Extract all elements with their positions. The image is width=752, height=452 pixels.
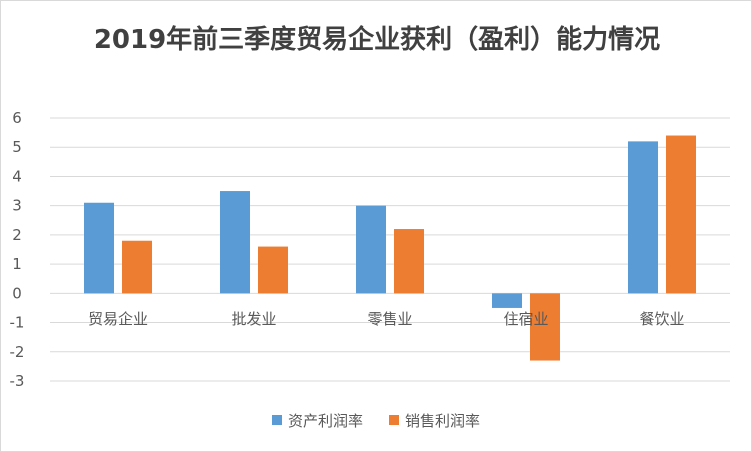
- y-tick-label: 4: [12, 167, 22, 185]
- bar-series-2-2: [258, 246, 288, 294]
- legend-item-series-1: 资产利润率: [271, 410, 363, 431]
- bar-series-1-3: [356, 205, 386, 294]
- bar-series-2-4: [530, 293, 560, 361]
- y-tick-label: 5: [12, 138, 22, 156]
- gridlines: [50, 117, 730, 382]
- y-tick-label: 3: [12, 197, 22, 215]
- category-label: 餐饮业: [639, 310, 684, 328]
- legend-label-series-1: 资产利润率: [287, 411, 363, 430]
- y-axis-ticks: 6 5 4 3 2 1 0 -1 -2 -3: [10, 109, 25, 390]
- y-tick-label: 0: [12, 284, 22, 302]
- legend: 资产利润率 销售利润率: [0, 408, 752, 432]
- category-label: 贸易企业: [88, 310, 148, 328]
- bar-series-1-4: [492, 293, 522, 308]
- y-tick-label: -1: [10, 314, 25, 332]
- category-label: 批发业: [231, 310, 276, 328]
- y-tick-label: 1: [12, 255, 22, 273]
- bars: [84, 135, 696, 361]
- bar-series-2-3: [394, 229, 424, 294]
- legend-swatch-series-1: [271, 415, 282, 425]
- bar-series-1-1: [84, 202, 114, 294]
- category-labels: 贸易企业 批发业 零售业 住宿业 餐饮业: [88, 310, 685, 328]
- legend-label-series-2: 销售利润率: [405, 411, 481, 430]
- category-label: 零售业: [367, 310, 412, 328]
- bar-series-1-2: [220, 191, 250, 294]
- bar-series-2-5: [666, 135, 696, 294]
- y-tick-label: -2: [10, 343, 25, 361]
- legend-item-series-2: 销售利润率: [389, 410, 480, 431]
- legend-swatch-series-2: [389, 415, 399, 425]
- chart-title: 2019年前三季度贸易企业获利（盈利）能力情况: [93, 25, 661, 55]
- category-label: 住宿业: [503, 310, 548, 328]
- y-tick-label: 6: [12, 109, 22, 127]
- bar-series-1-5: [628, 141, 658, 294]
- y-tick-label: 2: [12, 226, 22, 244]
- bar-series-2-1: [122, 240, 152, 294]
- y-tick-label: -3: [10, 372, 25, 390]
